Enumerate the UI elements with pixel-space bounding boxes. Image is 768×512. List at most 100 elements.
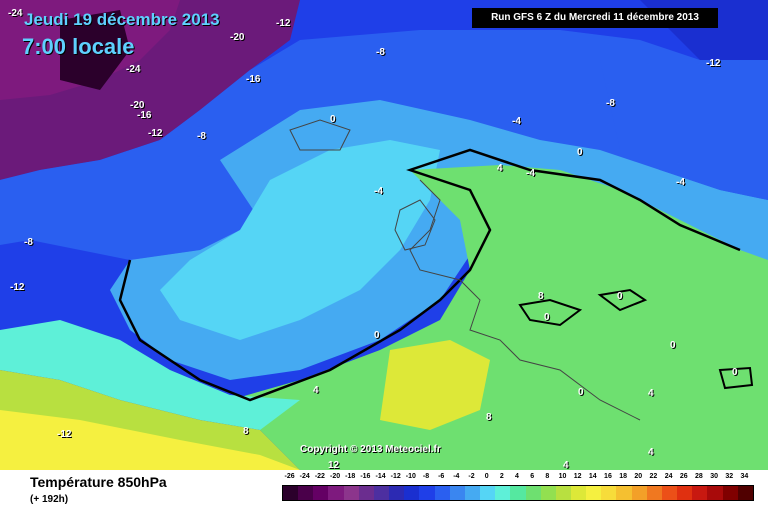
legend-swatch [328,486,344,500]
legend-tick-label: 14 [588,473,597,480]
contour-label: -16 [137,110,152,121]
legend-tick-label: 30 [710,473,718,480]
contour-label: -12 [10,282,25,293]
contour-label: -4 [676,177,685,188]
legend-swatch [737,486,753,500]
legend-swatch [616,486,632,500]
contour-label: 0 [544,312,550,323]
contour-label: -12 [706,58,721,69]
legend-tick-label: -26 [284,473,295,480]
contour-label: 12 [328,460,340,470]
contour-label: -4 [374,186,383,197]
legend-tick-label: 2 [499,473,504,480]
legend-tick-label: -4 [453,473,460,480]
contour-label: -8 [606,98,615,109]
contour-label: -16 [246,74,261,85]
contour-label: -8 [197,131,206,142]
legend-tick-label: -6 [438,473,445,480]
contour-label: -12 [276,18,291,29]
contour-label: -4 [512,116,521,127]
color-legend [282,485,754,501]
legend-tick-label: 22 [649,473,658,480]
contour-label: 4 [563,460,569,470]
temperature-map: -24 -20 -12 -24 -16 -8 -20 -16 -12 -8 0 … [0,0,768,470]
legend-swatch [495,486,511,500]
legend-tick-label: -18 [345,473,356,480]
forecast-date: Jeudi 19 décembre 2013 [24,10,220,29]
copyright-notice: Copyright © 2013 Meteociel.fr [300,444,441,455]
legend-swatch [661,486,678,500]
contour-label: 8 [243,426,249,437]
legend-tick-label: 16 [604,473,612,480]
coastline-europe [409,179,641,421]
legend-tick-label: -8 [422,473,430,480]
legend-tick-label: 8 [545,473,550,480]
contour-label: 0 [330,114,336,125]
legend-tick-label: -2 [468,473,475,480]
legend-swatch [510,486,526,500]
contour-label: -12 [148,128,163,139]
legend-tick-label: 26 [679,473,688,480]
legend-tick-label: -24 [299,473,310,480]
green-zone [230,165,768,470]
legend-swatch [631,486,647,500]
yellow-iberia [380,340,490,430]
legend-swatch [434,486,450,500]
legend-swatch [586,486,602,500]
contour-label: 4 [648,388,654,399]
legend-swatch [525,486,541,500]
legend-tick-label: 32 [725,473,734,480]
legend-swatch [570,486,587,500]
legend-swatch [464,486,481,500]
contour-label: 8 [486,412,492,423]
legend-tick-label: 20 [634,473,643,480]
parameter-title: Température 850hPa [30,474,167,490]
legend-swatch [692,486,708,500]
contour-label: 0 [578,387,584,398]
contour-label: -4 [526,168,535,179]
legend-swatch [677,486,693,500]
legend-swatch [540,486,556,500]
zero-contour-line [118,148,741,402]
contour-label: -24 [126,64,141,75]
legend-tick-label: 10 [558,473,567,480]
legend-swatch [449,486,465,500]
legend-swatch [389,486,405,500]
carpathian-contour [597,288,648,312]
east-blue [600,40,768,200]
legend-swatch [343,486,359,500]
legend-tick-label: 0 [484,473,489,480]
legend-tick-label: -16 [360,473,371,480]
legend-swatch [283,486,299,500]
legend-tick-label: 6 [530,473,535,480]
cold-region-black [60,10,130,90]
contour-label: 0 [617,291,623,302]
legend-tick-label: -20 [330,473,341,480]
legend-tick-label: -14 [375,473,386,480]
yellow-south [0,410,300,470]
legend-swatch [358,486,374,500]
legend-swatch [313,486,329,500]
contour-label: -20 [230,32,245,43]
legend-tick-label: -10 [405,473,416,480]
map-canvas [0,0,768,470]
legend-swatch [601,486,617,500]
forecast-time: 7:00 locale [22,34,135,59]
contour-label: 8 [538,291,544,302]
contour-label: 4 [648,447,654,458]
legend-tick-label: 24 [664,473,673,480]
contour-label: 4 [497,163,503,174]
contour-label: 0 [670,340,676,351]
contour-label: -12 [57,429,72,440]
lead-time: (+ 192h) [30,494,69,505]
legend-swatch [298,486,314,500]
legend-swatch [555,486,571,500]
contour-label: 4 [313,385,319,396]
legend-tick-label: -22 [314,473,325,480]
legend-swatch [480,486,496,500]
contour-label: -8 [24,237,33,248]
legend-tick-label: 4 [515,473,519,480]
contour-label: 0 [732,367,738,378]
contour-label: -20 [130,100,145,111]
legend-tick-label: 18 [619,473,628,480]
